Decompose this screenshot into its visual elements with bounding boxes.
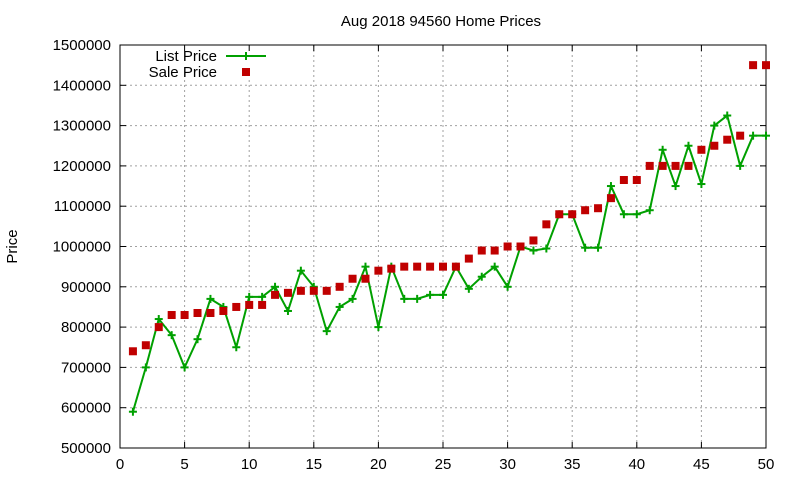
sale-price-point: [400, 262, 409, 271]
legend-swatches: [226, 52, 266, 76]
legend: List Price Sale Price: [149, 48, 266, 81]
x-tick-label: 30: [499, 456, 516, 473]
sale-price-point: [167, 311, 176, 320]
sale-price-point: [426, 262, 435, 271]
legend-background: [140, 44, 260, 80]
y-tick-label: 1200000: [53, 158, 111, 175]
sale-price-point: [245, 300, 254, 309]
sale-price-point: [451, 262, 460, 271]
sale-price-point: [606, 194, 615, 203]
sale-price-point: [555, 210, 564, 219]
sale-price-point: [529, 236, 538, 245]
y-tick-label: 500000: [61, 440, 111, 457]
y-tick-label: 1100000: [54, 198, 111, 215]
x-tick-label: 10: [241, 456, 258, 473]
sale-price-point: [348, 274, 357, 283]
sale-price-point: [413, 262, 422, 271]
sale-price-point: [154, 323, 163, 332]
y-tick-label: 1000000: [53, 239, 111, 256]
y-tick-label: 1300000: [53, 118, 111, 135]
sale-price-point: [258, 300, 267, 309]
sale-price-point: [439, 262, 447, 271]
sale-price-point: [671, 161, 680, 170]
legend-swatch-sale-price: [242, 68, 250, 76]
x-tick-label: 25: [435, 456, 452, 473]
y-axis-label: Price: [4, 229, 21, 263]
sale-price-point: [206, 308, 215, 317]
sale-price-point: [232, 302, 241, 311]
sale-price-point: [322, 286, 331, 295]
sale-price-point: [193, 308, 202, 317]
sale-price-point: [464, 254, 473, 263]
x-tick-label: 15: [305, 456, 322, 473]
legend-label-sale-price: Sale Price: [149, 64, 217, 81]
legend-label-list-price: List Price: [155, 48, 217, 65]
x-tick-label: 40: [628, 456, 645, 473]
y-tick-label: 900000: [61, 279, 111, 296]
sale-price-point: [335, 282, 344, 291]
x-tick-label: 5: [180, 456, 188, 473]
x-tick-label: 35: [564, 456, 581, 473]
sale-price-point: [619, 176, 628, 185]
x-tick-label: 20: [370, 456, 387, 473]
sale-price-point: [180, 311, 189, 320]
grid-lines: [120, 44, 766, 448]
ticks: 0 5 10 15 20 25 30 35 40 45 50 500000 600000 700000 80…: [53, 37, 775, 473]
sale-price-point: [723, 135, 732, 144]
sale-price-point: [632, 176, 641, 185]
sale-price-point: [516, 242, 525, 251]
sale-price-point: [271, 290, 280, 299]
y-tick-label: 700000: [61, 359, 111, 376]
sale-price-point: [219, 306, 228, 315]
sale-price-point: [568, 210, 577, 219]
sale-price-point: [658, 161, 667, 170]
sale-price-point: [141, 341, 150, 350]
sale-price-point: [283, 288, 292, 297]
chart-title: Aug 2018 94560 Home Prices: [341, 13, 541, 30]
sale-price-point: [296, 286, 305, 295]
sale-price-point: [645, 161, 654, 170]
sale-price-point: [309, 286, 318, 295]
sale-price-point: [490, 246, 499, 255]
sale-price-point: [594, 204, 603, 213]
x-tick-label: 0: [116, 456, 124, 473]
sale-price-point: [762, 61, 770, 70]
sale-price-point: [749, 61, 758, 70]
sale-price-point: [542, 220, 551, 229]
sale-price-point: [374, 266, 383, 275]
y-tick-label: 800000: [61, 319, 111, 336]
sale-price-point: [581, 206, 590, 215]
sale-price-point: [361, 274, 370, 283]
sale-price-point: [697, 145, 706, 154]
y-tick-label: 1400000: [53, 77, 111, 94]
series-1: [128, 61, 770, 356]
sale-price-point: [387, 264, 396, 273]
sale-price-point: [477, 246, 486, 255]
sale-price-point: [128, 347, 137, 356]
series-0: [128, 111, 770, 416]
sale-price-point: [503, 242, 512, 251]
sale-price-point: [684, 161, 693, 170]
list-price-line: [131, 113, 766, 413]
sale-price-point: [710, 141, 719, 150]
x-tick-label: 45: [693, 456, 710, 473]
series-layer: [128, 61, 770, 416]
y-tick-label: 1500000: [53, 37, 111, 54]
sale-price-point: [736, 131, 745, 140]
y-tick-label: 600000: [61, 400, 111, 417]
x-tick-label: 50: [758, 456, 775, 473]
